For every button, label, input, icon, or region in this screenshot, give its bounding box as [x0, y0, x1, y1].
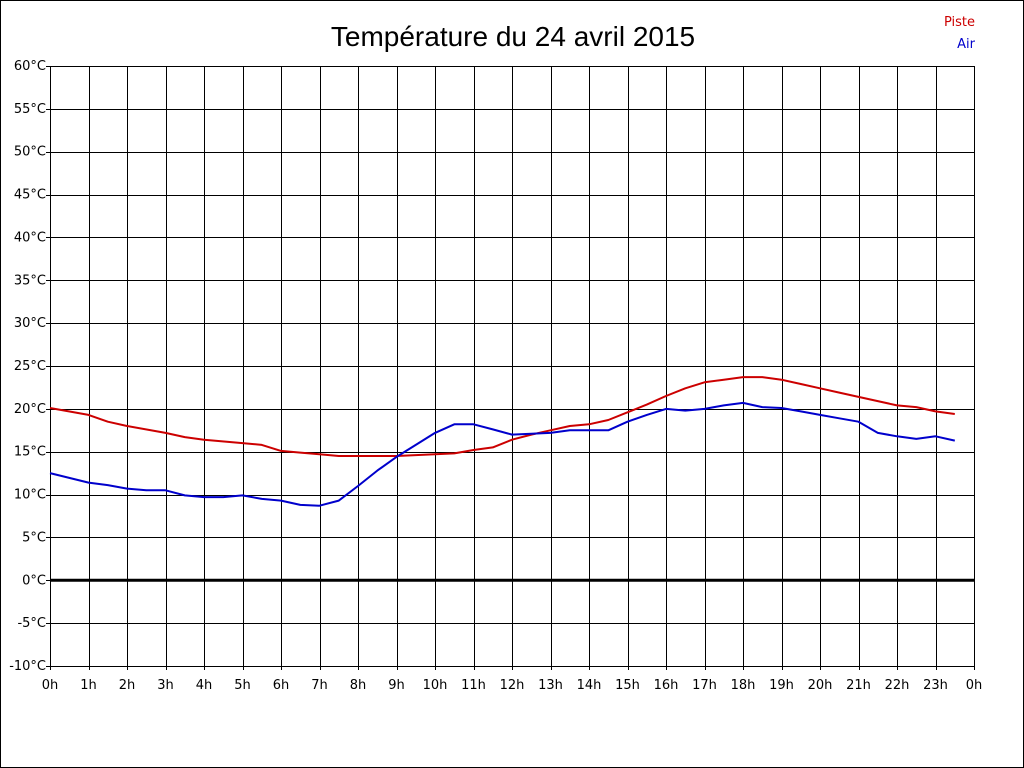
series-line-air [49, 401, 956, 507]
y-tick-label: 50°C [14, 145, 46, 160]
x-tick-label: 10h [423, 678, 448, 693]
y-tick-label: 20°C [14, 402, 46, 417]
x-tick-label: 8h [350, 678, 367, 693]
x-tick-label: 19h [769, 678, 794, 693]
x-tick-label: 5h [234, 678, 251, 693]
x-tick-label: 4h [196, 678, 213, 693]
x-axis-ticks: 0h 1h 2h 3h 4h 5h 6h 7h 8h 9h 10h 11h 12h 13h 14h 15h 16… [42, 666, 983, 693]
y-tick-label: 60°C [14, 59, 46, 74]
x-tick-label: 2h [119, 678, 136, 693]
series-line-piste [49, 376, 955, 457]
x-tick-label: 21h [846, 678, 871, 693]
x-tick-label: 16h [654, 678, 679, 693]
legend: Piste Air [944, 15, 976, 52]
x-tick-label: 3h [157, 678, 174, 693]
series-lines [49, 376, 956, 507]
y-axis-ticks: 60°C 55°C 50°C 45°C 40°C 35°C 30°C 25°C 20°C 15°C… [9, 59, 50, 674]
y-tick-label: 40°C [14, 230, 46, 245]
y-tick-label: 25°C [14, 359, 46, 374]
x-tick-label: 17h [692, 678, 717, 693]
x-tick-label: 23h [923, 678, 948, 693]
x-tick-label: 6h [273, 678, 290, 693]
x-tick-label: 1h [80, 678, 97, 693]
y-tick-label: 15°C [14, 445, 46, 460]
y-tick-label: 55°C [14, 102, 46, 117]
y-tick-label: 5°C [22, 530, 46, 545]
x-tick-label: 18h [731, 678, 756, 693]
chart-title: Température du 24 avril 2015 [331, 21, 695, 52]
y-tick-label: 10°C [14, 488, 46, 503]
x-tick-label: 0h [966, 678, 983, 693]
y-tick-label: -5°C [17, 616, 46, 631]
x-tick-label: 14h [577, 678, 602, 693]
x-tick-label: 22h [885, 678, 910, 693]
x-tick-label: 12h [500, 678, 525, 693]
y-tick-label: -10°C [9, 659, 46, 674]
y-tick-label: 0°C [22, 573, 46, 588]
legend-item-piste: Piste [944, 15, 975, 30]
legend-item-air: Air [957, 37, 976, 52]
y-tick-label: 30°C [14, 316, 46, 331]
x-tick-label: 15h [615, 678, 640, 693]
x-tick-label: 13h [538, 678, 563, 693]
x-tick-label: 7h [311, 678, 328, 693]
y-tick-label: 35°C [14, 273, 46, 288]
x-tick-label: 20h [808, 678, 833, 693]
x-tick-label: 0h [42, 678, 59, 693]
y-tick-label: 45°C [14, 188, 46, 203]
grid [50, 66, 975, 667]
x-tick-label: 9h [388, 678, 405, 693]
x-tick-label: 11h [461, 678, 486, 693]
